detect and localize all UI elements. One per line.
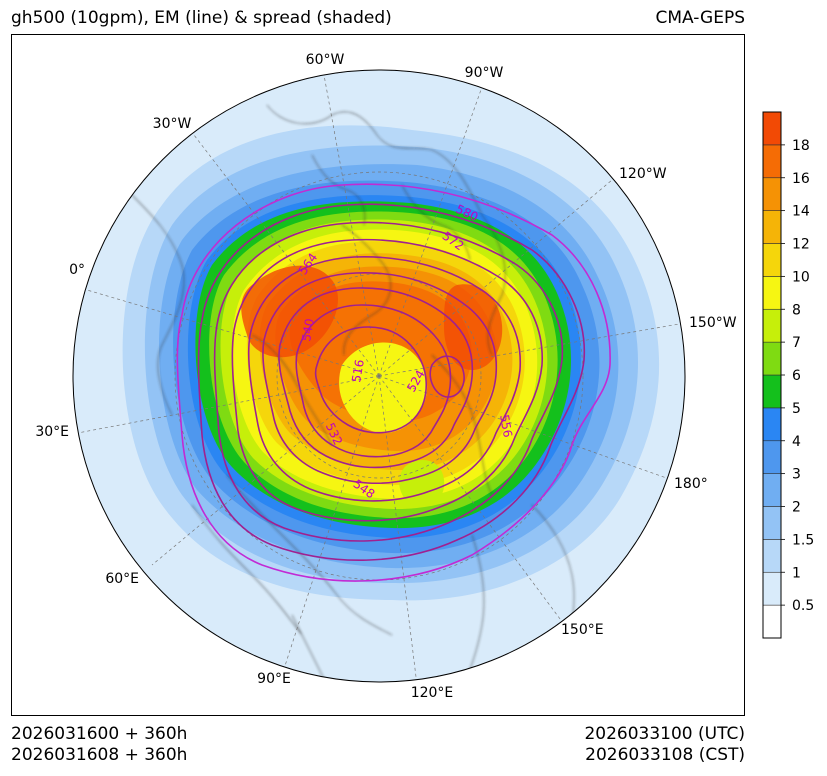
lon-label-90w: 90°W xyxy=(465,65,504,81)
colorbar-box xyxy=(762,473,782,507)
colorbar-box xyxy=(762,571,782,606)
colorbar-boxes xyxy=(762,111,782,639)
graticule xyxy=(73,70,685,682)
contour-low-east xyxy=(429,355,465,398)
contour-564 xyxy=(213,221,564,542)
lon-label-180: 180° xyxy=(674,476,708,492)
lon-label-150w: 150°W xyxy=(689,315,737,331)
colorbar-box xyxy=(762,407,782,442)
colorbar-box xyxy=(762,440,782,474)
contour-532 xyxy=(278,287,474,469)
lon-label-60w: 60°W xyxy=(306,52,345,68)
colorbar-label: 2 xyxy=(792,500,801,516)
colorbar-box xyxy=(762,341,782,376)
polar-map: 60°W 90°W 30°W 120°W 0° 150°W 30°E 180° … xyxy=(35,52,736,701)
lon-label-120e: 120°E xyxy=(411,685,454,701)
contour-516 xyxy=(314,326,428,434)
lon-label-30e: 30°E xyxy=(35,424,69,440)
colorbar-labels: 0.5 1 1.5 2 3 4 5 6 7 8 10 12 14 16 18 xyxy=(781,138,814,614)
colorbar-box xyxy=(762,243,782,277)
colorbar-label: 14 xyxy=(792,204,810,220)
colorbar-label: 16 xyxy=(792,171,810,187)
contour-556 xyxy=(231,238,543,522)
init-time-cst: 2026031608 + 360h xyxy=(11,745,188,765)
colorbar-box xyxy=(762,177,782,211)
colorbar-label: 6 xyxy=(792,368,801,384)
init-time-utc: 2026031600 + 360h xyxy=(11,724,188,744)
contour-572 xyxy=(197,203,586,561)
valid-time-cst: 2026033108 (CST) xyxy=(585,745,745,765)
colorbar-box xyxy=(762,144,782,179)
colorbar-label: 12 xyxy=(792,237,810,253)
lon-label-30w: 30°W xyxy=(153,116,192,132)
colorbar-box xyxy=(762,506,782,540)
contour-label-556: 556 xyxy=(497,414,515,439)
model-name: CMA-GEPS xyxy=(655,8,745,28)
contour-548 xyxy=(247,256,522,502)
lon-label-150e: 150°E xyxy=(561,622,604,638)
contour-label-540: 540 xyxy=(299,318,317,343)
colorbar-label: 0.5 xyxy=(792,598,814,614)
colorbar-box xyxy=(762,308,782,343)
contour-540 xyxy=(262,272,498,484)
lon-label-0: 0° xyxy=(69,262,85,278)
contour-580 xyxy=(176,183,611,582)
colorbar-label: 3 xyxy=(792,467,801,483)
colorbar-label: 18 xyxy=(792,138,810,154)
colorbar-box xyxy=(762,210,782,244)
spread-core-east xyxy=(444,284,503,370)
map-frame: 60°W 90°W 30°W 120°W 0° 150°W 30°E 180° … xyxy=(11,34,745,716)
colorbar-box xyxy=(762,604,782,639)
colorbar-label: 8 xyxy=(792,302,801,318)
colorbar-label: 1 xyxy=(792,565,801,581)
colorbar-box xyxy=(762,539,782,573)
colorbar-box xyxy=(762,374,782,409)
colorbar-box xyxy=(762,111,782,146)
colorbar-box xyxy=(762,276,782,310)
contour-524 xyxy=(295,304,452,458)
globe-boundary xyxy=(72,69,686,683)
colorbar-label: 4 xyxy=(792,434,801,450)
colorbar-label: 10 xyxy=(792,269,810,285)
contour-label-516: 516 xyxy=(349,359,367,384)
colorbar-label: 7 xyxy=(792,335,801,351)
colorbar-label: 1.5 xyxy=(792,532,814,548)
em-contours xyxy=(176,183,611,582)
longitude-labels: 60°W 90°W 30°W 120°W 0° 150°W 30°E 180° … xyxy=(35,52,736,701)
lon-label-120w: 120°W xyxy=(619,166,667,182)
valid-time-utc: 2026033100 (UTC) xyxy=(584,724,745,744)
coastlines xyxy=(131,104,575,682)
colorbar-label: 5 xyxy=(792,401,801,417)
lon-label-60e: 60°E xyxy=(105,571,139,587)
lon-label-90e: 90°E xyxy=(257,671,291,687)
chart-title: gh500 (10gpm), EM (line) & spread (shade… xyxy=(11,8,392,28)
